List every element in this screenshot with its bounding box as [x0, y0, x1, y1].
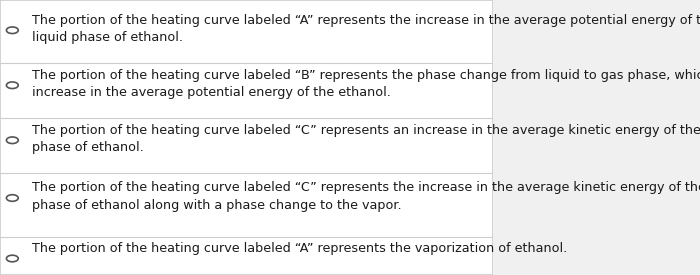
Text: The portion of the heating curve labeled “C” represents the increase in the aver: The portion of the heating curve labeled… — [32, 182, 700, 211]
Text: The portion of the heating curve labeled “A” represents the increase in the aver: The portion of the heating curve labeled… — [32, 14, 700, 44]
FancyBboxPatch shape — [0, 0, 494, 275]
Text: The portion of the heating curve labeled “C” represents an increase in the avera: The portion of the heating curve labeled… — [32, 124, 700, 154]
Text: The portion of the heating curve labeled “A” represents the vaporization of etha: The portion of the heating curve labeled… — [32, 242, 567, 255]
Text: The portion of the heating curve labeled “B” represents the phase change from li: The portion of the heating curve labeled… — [32, 69, 700, 99]
